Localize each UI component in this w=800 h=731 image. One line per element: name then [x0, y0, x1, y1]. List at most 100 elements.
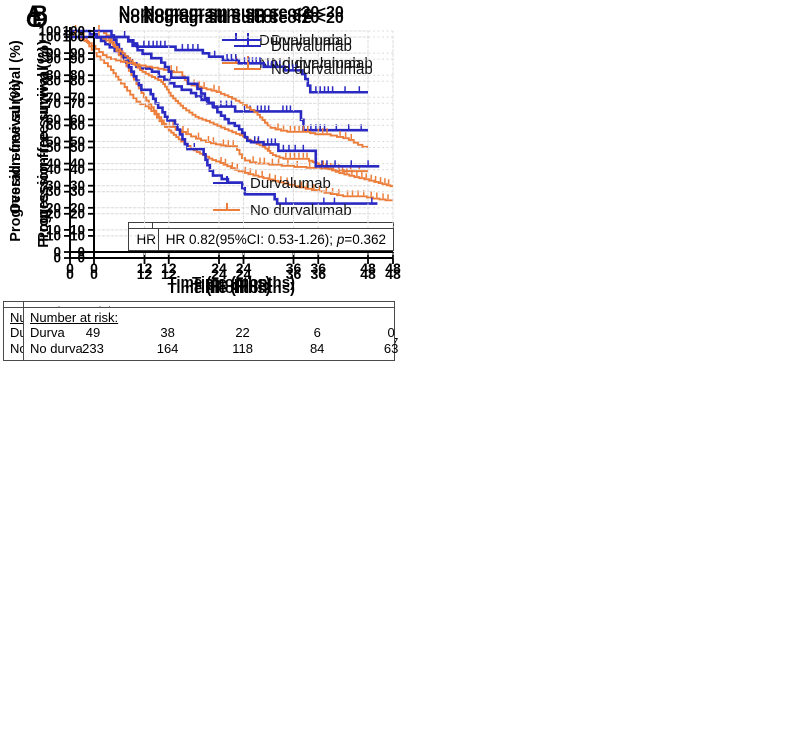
legend-item-no-durvalumab: No durvalumab [234, 60, 373, 78]
svg-text:80: 80 [46, 68, 61, 83]
risk-value: 84 [309, 340, 325, 356]
svg-text:100: 100 [62, 24, 85, 39]
no-durvalumab-line-marker [213, 203, 240, 212]
svg-text:20: 20 [46, 206, 61, 221]
number-at-risk-table: Number at risk: Durva 49 38 22 6 0 No du… [23, 307, 398, 361]
svg-text:100: 100 [38, 24, 61, 39]
svg-text:12: 12 [161, 260, 177, 276]
svg-text:60: 60 [70, 112, 85, 127]
svg-text:50: 50 [46, 134, 61, 149]
svg-text:24: 24 [211, 260, 227, 276]
svg-text:40: 40 [46, 162, 61, 177]
svg-text:24: 24 [236, 266, 252, 282]
risk-value: 233 [82, 340, 104, 356]
svg-text:50: 50 [70, 140, 85, 155]
chart-title: Nomogram sum score <20 [143, 4, 344, 21]
censor-tick-icon [225, 176, 229, 185]
legend-label: Durvalumab [271, 31, 352, 49]
svg-text:0: 0 [90, 266, 98, 282]
svg-text:40: 40 [70, 162, 85, 177]
legend: Durvalumab No durvalumab [213, 174, 352, 219]
censor-tick-icon [246, 39, 250, 48]
risk-value: 22 [235, 325, 250, 340]
svg-text:90: 90 [70, 52, 85, 67]
svg-text:20: 20 [46, 200, 61, 215]
svg-text:0: 0 [66, 266, 74, 282]
svg-text:60: 60 [70, 118, 85, 133]
svg-text:0: 0 [90, 260, 98, 276]
svg-text:70: 70 [70, 90, 85, 105]
svg-text:0: 0 [77, 245, 85, 260]
chart-title: Nomogram sum score <20 [143, 10, 344, 27]
svg-text:48: 48 [385, 266, 401, 282]
panel-letter: C [26, 7, 42, 32]
legend-label: Durvalumab [250, 174, 331, 192]
svg-text:30: 30 [46, 178, 61, 193]
svg-text:0: 0 [53, 245, 61, 260]
svg-text:36: 36 [286, 260, 302, 276]
censor-tick-icon [246, 56, 250, 65]
chart-title: Nomogram sum score <20 [118, 10, 320, 27]
risk-table-header: Number at risk: [30, 310, 119, 325]
panel-letter: B [32, 1, 48, 26]
legend-label: No durvalumab [271, 60, 373, 78]
svg-text:0: 0 [66, 260, 74, 276]
svg-text:80: 80 [70, 74, 85, 89]
durvalumab-line-marker [234, 39, 261, 48]
svg-text:60: 60 [46, 112, 61, 127]
risk-row-name: No durva [30, 340, 83, 356]
svg-text:10: 10 [70, 222, 85, 237]
svg-text:90: 90 [46, 46, 61, 61]
panel-letter: D [32, 7, 48, 32]
risk-value: 38 [160, 325, 175, 340]
risk-value: 164 [156, 340, 179, 356]
svg-text:12: 12 [137, 260, 153, 276]
hr-text: HR 0.82(95%CI: 0.53-1.26); [165, 232, 337, 247]
svg-text:24: 24 [211, 266, 227, 282]
svg-text:12: 12 [137, 266, 153, 282]
svg-text:10: 10 [70, 228, 85, 243]
svg-text:36: 36 [310, 260, 326, 276]
svg-text:0: 0 [77, 251, 85, 266]
svg-text:36: 36 [286, 266, 302, 282]
x-axis-label: Time (months) [167, 280, 271, 297]
svg-text:20: 20 [70, 200, 85, 215]
x-axis-label: Time (months) [167, 274, 271, 291]
risk-value: 6 [313, 325, 321, 340]
svg-text:40: 40 [46, 156, 61, 171]
legend-item-durvalumab: Durvalumab [234, 37, 373, 55]
svg-text:100: 100 [38, 30, 61, 45]
svg-text:50: 50 [70, 134, 85, 149]
svg-text:10: 10 [46, 228, 61, 243]
censor-tick-icon [225, 203, 229, 212]
svg-text:36: 36 [310, 266, 326, 282]
censor-tick-icon [246, 62, 250, 71]
censor-tick-icon [234, 33, 238, 42]
svg-text:70: 70 [46, 90, 61, 105]
x-axis-label: Time (months) [191, 274, 296, 291]
svg-text:48: 48 [360, 260, 376, 276]
p-value: =0.362 [344, 232, 386, 247]
risk-row-name: Durva [30, 325, 65, 340]
chart-title: Nomogram sum score <20 [118, 4, 320, 21]
svg-text:10: 10 [46, 222, 61, 237]
svg-text:90: 90 [70, 46, 85, 61]
svg-text:24: 24 [236, 260, 252, 276]
svg-text:30: 30 [46, 184, 61, 199]
x-axis-label: Time (months) [191, 280, 296, 297]
risk-value: 118 [232, 340, 253, 356]
svg-text:100: 100 [62, 30, 85, 45]
svg-text:48: 48 [360, 266, 376, 282]
svg-text:50: 50 [46, 140, 61, 155]
panel-letter: A [26, 1, 42, 26]
panel-D: D Nomogram sum score <20 Progression-fre… [0, 0, 401, 365]
risk-value: 0 [387, 325, 395, 340]
risk-value: 63 [383, 340, 399, 356]
svg-text:20: 20 [70, 206, 85, 221]
svg-text:90: 90 [46, 52, 61, 67]
risk-value: 49 [85, 325, 101, 340]
legend: Durvalumab No durvalumab [234, 37, 373, 78]
risk-row-no-durva: No durva 233 164 118 84 63 [30, 340, 398, 357]
